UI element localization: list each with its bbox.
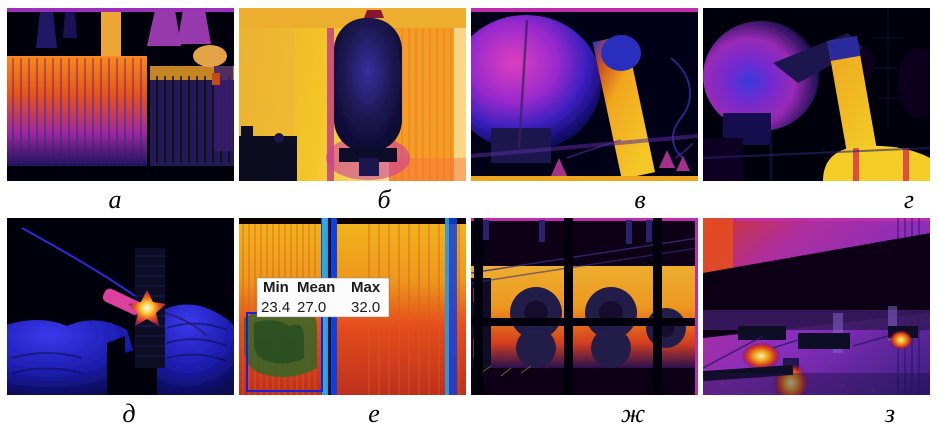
svg-text:27.0: 27.0 (297, 299, 326, 316)
svg-text:32.0: 32.0 (351, 299, 380, 316)
svg-text:Min: Min (263, 279, 289, 296)
svg-text:Mean: Mean (297, 279, 335, 296)
svg-text:Max: Max (351, 279, 381, 296)
svg-text:23.4: 23.4 (261, 299, 290, 316)
